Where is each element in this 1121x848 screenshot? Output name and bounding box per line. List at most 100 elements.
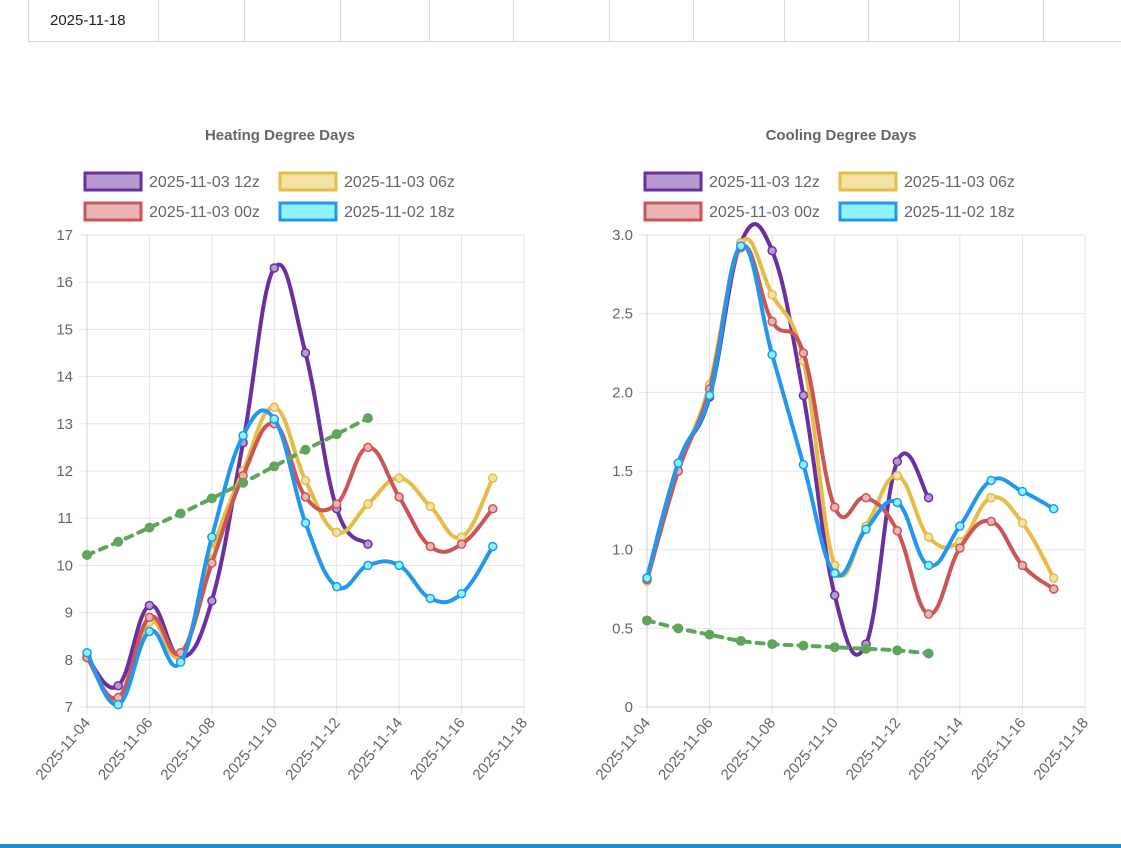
data-point[interactable] [175,508,186,519]
data-point[interactable] [113,681,123,691]
data-point[interactable] [829,568,840,579]
data-point[interactable] [207,558,217,568]
data-point[interactable] [861,492,871,503]
data-point[interactable] [207,532,217,542]
data-point[interactable] [144,522,155,533]
data-point[interactable] [269,414,280,424]
data-point[interactable] [269,402,280,413]
legend-item[interactable]: 2025-11-03 12z [643,171,820,192]
legend-item[interactable]: 2025-11-03 06z [838,171,1015,192]
data-point[interactable] [300,492,311,502]
data-point[interactable] [892,645,903,656]
data-point[interactable] [82,550,92,561]
legend-item[interactable]: 2025-11-03 12z [83,171,260,192]
data-point[interactable] [363,499,373,509]
data-point[interactable] [923,532,934,542]
legend-item[interactable]: 2025-11-03 06z [278,171,455,192]
data-point[interactable] [861,643,871,654]
data-point[interactable] [704,390,715,401]
data-point[interactable] [1017,560,1028,571]
data-point[interactable] [923,609,934,619]
data-point[interactable] [798,348,809,358]
data-point[interactable] [300,475,311,486]
legend-item[interactable]: 2025-11-02 18z [838,201,1015,222]
data-point[interactable] [892,470,903,481]
data-point[interactable] [923,560,934,571]
data-point[interactable] [238,430,248,441]
data-point[interactable] [892,497,903,508]
data-point[interactable] [1048,584,1059,594]
data-point[interactable] [986,492,996,503]
data-point[interactable] [425,501,436,512]
data-point[interactable] [113,536,124,547]
data-point[interactable] [767,290,777,300]
data-point[interactable] [735,635,746,646]
data-point[interactable] [82,647,92,658]
data-point[interactable] [425,541,436,552]
data-point[interactable] [986,475,996,486]
data-point[interactable] [829,590,840,601]
data-point[interactable] [207,596,217,606]
data-point[interactable] [488,541,498,552]
legend-item[interactable]: 2025-11-02 18z [278,201,455,222]
data-point[interactable] [798,459,809,470]
data-point[interactable] [767,639,778,650]
data-point[interactable] [363,539,373,549]
data-point[interactable] [892,526,903,536]
data-point[interactable] [861,524,871,534]
data-point[interactable] [363,560,373,571]
data-point[interactable] [673,458,684,468]
data-point[interactable] [144,600,155,611]
legend-item[interactable]: 2025-11-03 00z [83,201,260,222]
data-point[interactable] [425,593,436,604]
data-point[interactable] [331,581,342,592]
data-point[interactable] [923,492,934,503]
data-point[interactable] [331,527,342,538]
data-point[interactable] [175,657,186,667]
data-point[interactable] [829,502,840,512]
legend-item[interactable]: 2025-11-03 00z [643,201,820,222]
data-point[interactable] [488,504,498,514]
data-point[interactable] [986,516,996,527]
data-point[interactable] [923,648,934,659]
series-line [645,618,931,656]
data-point[interactable] [1017,518,1028,528]
data-point[interactable] [829,642,840,653]
data-point[interactable] [704,629,715,640]
data-point[interactable] [642,573,652,583]
data-point[interactable] [238,477,249,488]
data-point[interactable] [331,429,342,440]
data-point[interactable] [394,492,404,502]
data-point[interactable] [673,623,684,634]
data-point[interactable] [767,316,777,327]
data-point[interactable] [362,413,373,424]
data-point[interactable] [892,456,903,467]
data-point[interactable] [394,473,404,483]
data-point[interactable] [144,626,155,637]
data-point[interactable] [363,442,373,453]
data-point[interactable] [1017,486,1028,497]
data-point[interactable] [736,241,746,251]
data-point[interactable] [144,612,155,623]
data-point[interactable] [331,499,342,509]
data-point[interactable] [798,390,809,401]
data-point[interactable] [1048,573,1059,583]
data-point[interactable] [300,348,311,358]
data-point[interactable] [269,263,280,273]
data-point[interactable] [798,640,809,651]
data-point[interactable] [456,539,467,549]
data-point[interactable] [300,518,311,528]
data-point[interactable] [955,521,965,531]
data-point[interactable] [269,461,280,472]
data-point[interactable] [300,444,311,455]
data-point[interactable] [767,349,777,360]
data-point[interactable] [456,588,467,599]
data-point[interactable] [955,543,965,553]
data-point[interactable] [394,560,404,571]
data-point[interactable] [767,245,777,256]
data-point[interactable] [488,473,498,483]
data-point[interactable] [642,615,652,626]
data-point[interactable] [1048,504,1059,514]
data-point[interactable] [206,493,217,504]
data-point[interactable] [113,699,123,710]
